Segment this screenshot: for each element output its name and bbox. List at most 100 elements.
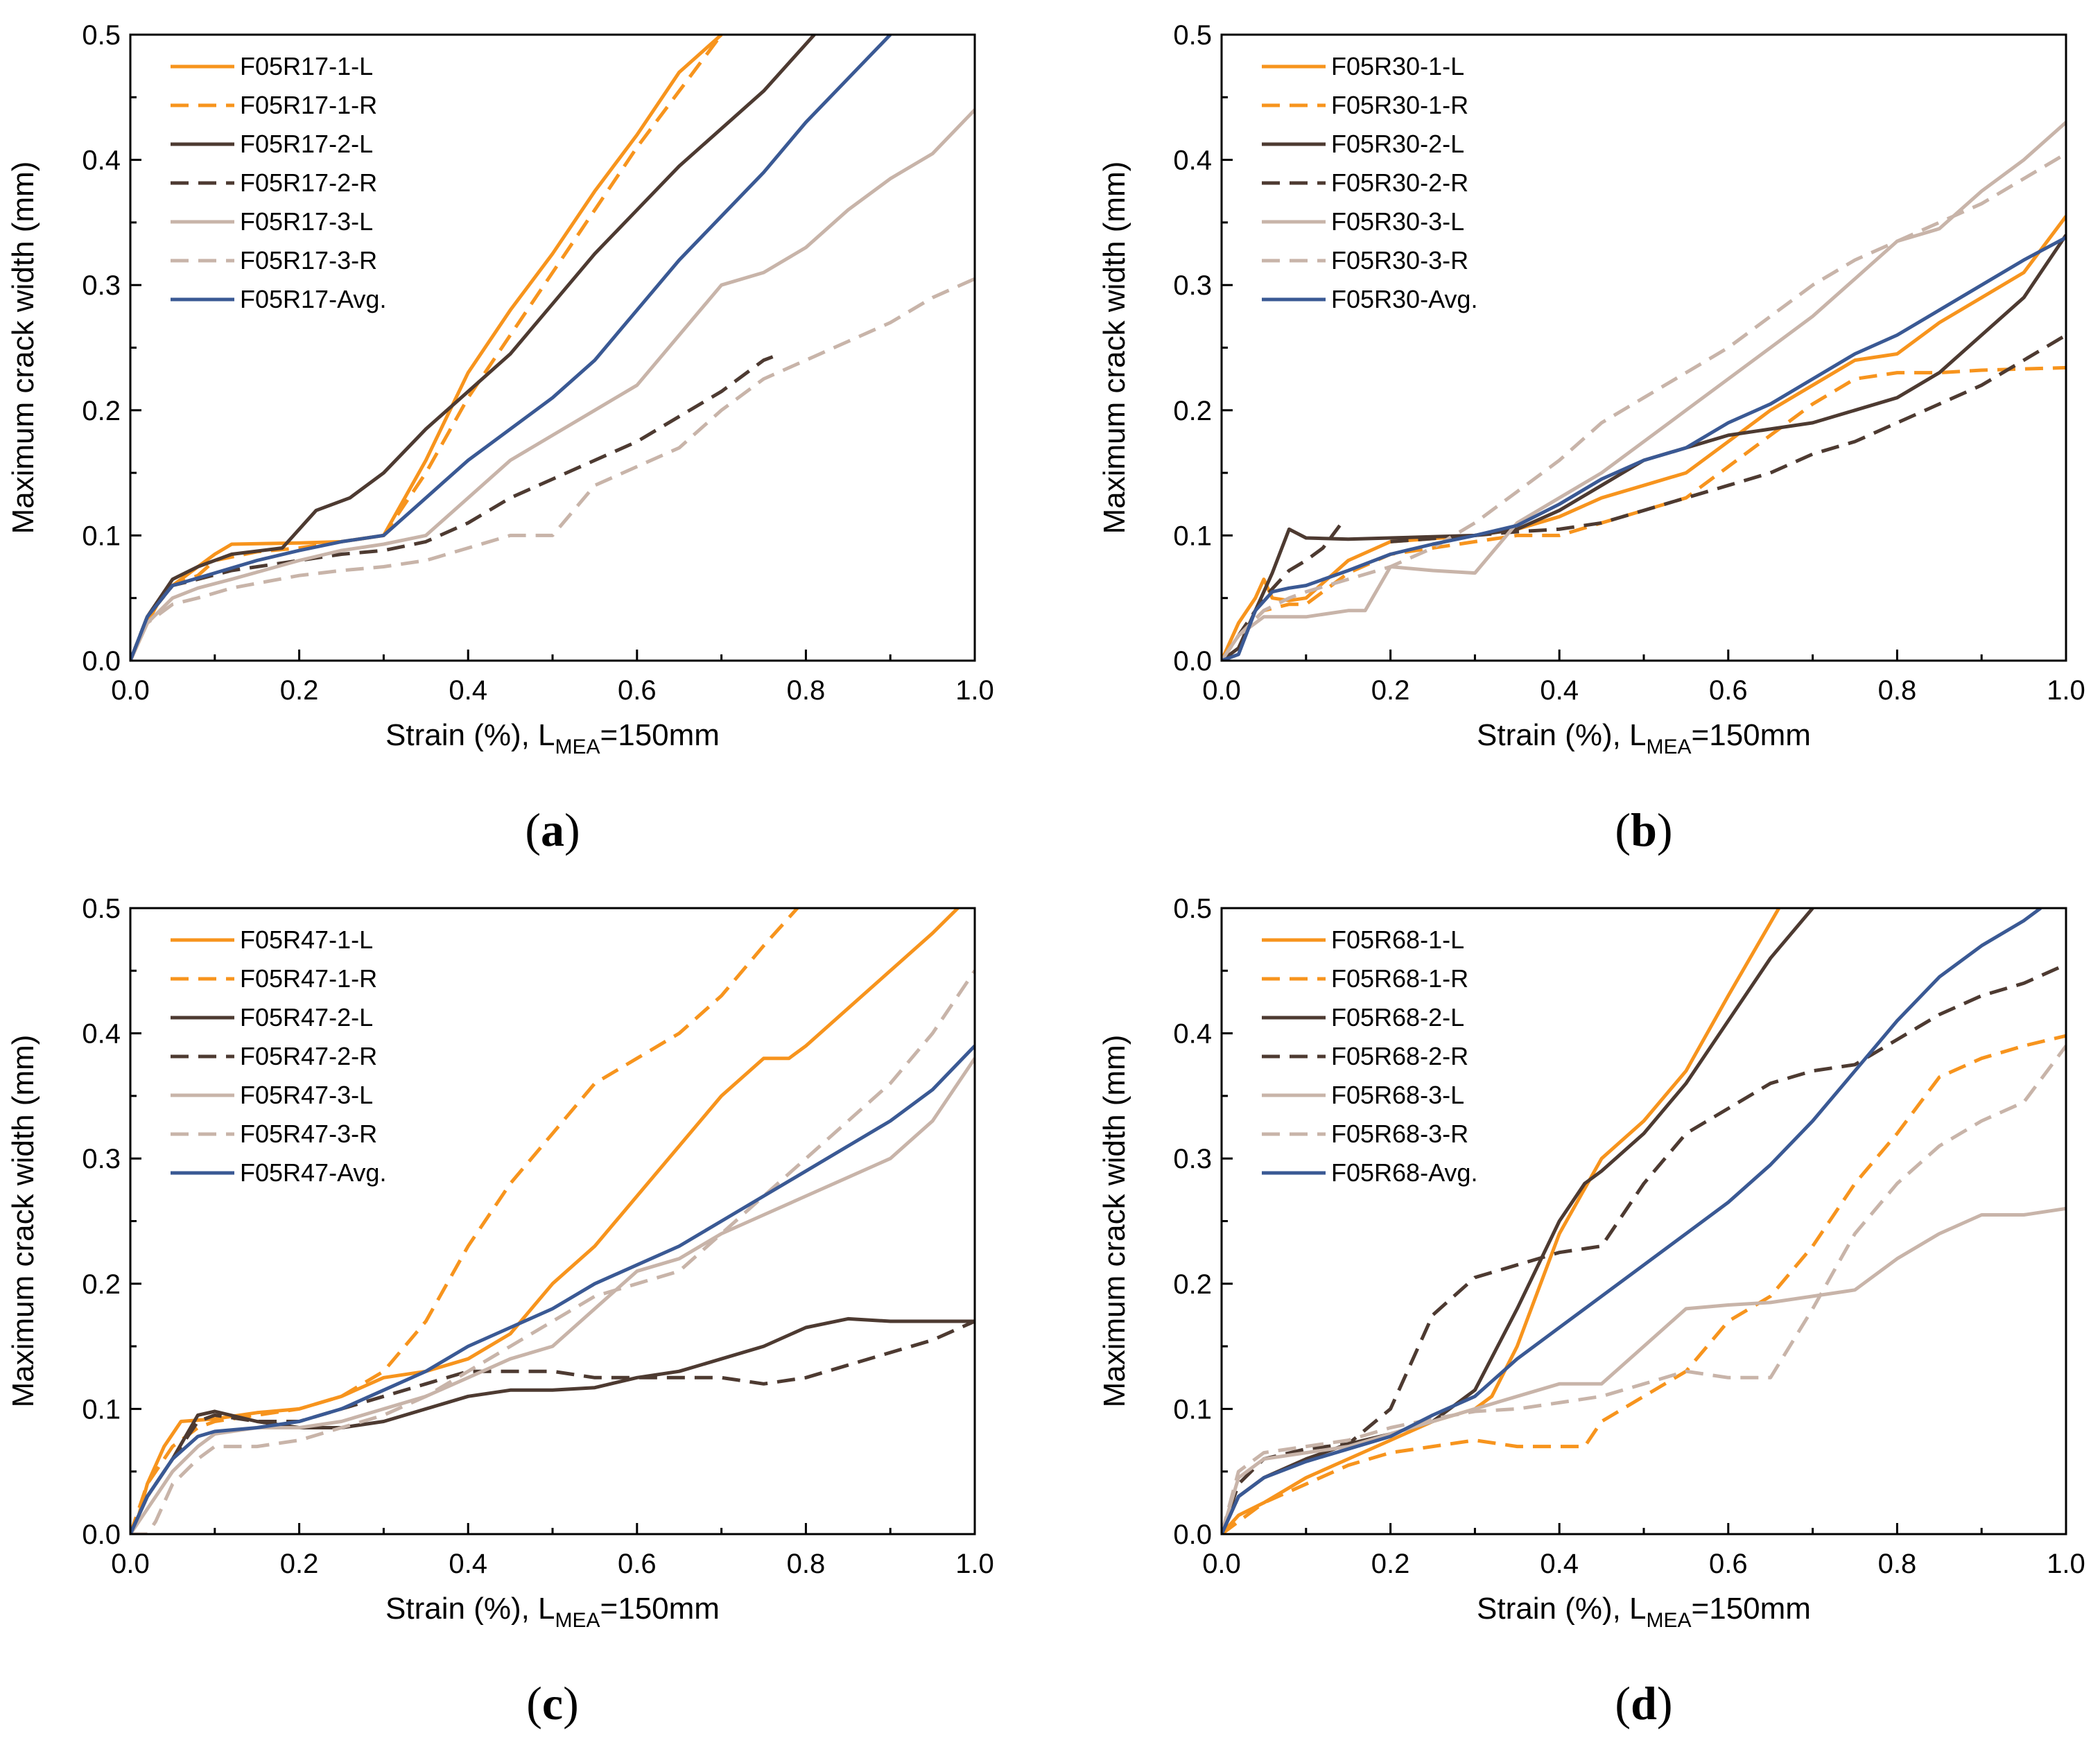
series-group <box>130 908 975 1534</box>
legend-entry: F05R47-Avg. <box>240 1158 386 1187</box>
x-tick-label: 0.4 <box>449 1549 487 1579</box>
x-tick-label: 0.2 <box>1371 1549 1410 1579</box>
y-tick-label: 0.3 <box>1173 270 1212 301</box>
plot-frame <box>1220 33 2067 662</box>
legend-entry: F05R47-2-L <box>240 1003 373 1032</box>
x-axis-label: Strain (%), LMEA=150mm <box>1477 718 1811 758</box>
legend-entry: F05R30-2-L <box>1331 130 1464 158</box>
x-tick-label: 0.8 <box>1878 675 1917 706</box>
series-line-F05R30-Avg. <box>1222 236 2066 661</box>
x-axis-label: Strain (%), LMEA=150mm <box>385 1592 720 1632</box>
series-group <box>130 35 975 661</box>
x-tick-label: 0.4 <box>1540 1549 1579 1579</box>
series-line-F05R17-3-R <box>130 277 975 661</box>
x-axis-label: Strain (%), LMEA=150mm <box>385 718 720 758</box>
panel-caption: (c) <box>526 1677 579 1730</box>
legend: F05R30-1-L F05R30-1-R F05R30-2-L F05R30-2-R… <box>1262 52 1477 313</box>
series-line-F05R47-Avg. <box>130 1044 975 1534</box>
x-tick-label: 0.0 <box>111 675 150 706</box>
legend-entry: F05R30-3-R <box>1331 246 1468 275</box>
y-tick-label: 0.1 <box>1173 521 1212 551</box>
y-tick-label: 0.1 <box>1173 1394 1212 1425</box>
legend-entry: F05R17-Avg. <box>240 285 386 313</box>
x-tick-label: 0.8 <box>1878 1549 1917 1579</box>
legend-entry: F05R68-1-L <box>1331 925 1464 954</box>
series-line-F05R68-2-R <box>1222 963 2066 1534</box>
x-tick-label: 1.0 <box>955 675 994 706</box>
legend-entry: F05R17-3-R <box>240 246 377 275</box>
panel-caption: (b) <box>1615 803 1672 856</box>
legend-entry: F05R30-1-L <box>1331 52 1464 80</box>
x-tick-label: 1.0 <box>2047 675 2085 706</box>
y-tick-label: 0.0 <box>1173 646 1212 677</box>
series-line-F05R17-1-L <box>130 35 723 661</box>
y-tick-label: 0.3 <box>82 1144 121 1174</box>
x-tick-label: 0.0 <box>111 1549 150 1579</box>
legend-entry: F05R30-2-R <box>1331 168 1468 197</box>
y-tick-label: 0.0 <box>82 646 121 677</box>
y-tick-label: 0.4 <box>1173 146 1212 176</box>
series-line-F05R30-3-R <box>1222 152 2066 661</box>
x-tick-label: 0.0 <box>1202 675 1241 706</box>
x-tick-label: 0.6 <box>1709 675 1748 706</box>
y-tick-label: 0.4 <box>82 146 121 176</box>
y-tick-label: 0.3 <box>1173 1144 1212 1174</box>
x-tick-label: 0.6 <box>618 1549 657 1579</box>
x-tick-label: 0.0 <box>1202 1549 1241 1579</box>
series-group <box>1222 908 2066 1534</box>
legend: F05R47-1-L F05R47-1-R F05R47-2-L F05R47-2-R… <box>171 925 386 1187</box>
series-line-F05R17-2-R <box>130 352 781 661</box>
y-tick-label: 0.4 <box>1173 1019 1212 1050</box>
legend-entry: F05R30-Avg. <box>1331 285 1477 313</box>
chart-panel-a: 0.0 0.2 0.4 0.6 0.8 1.0 0.0 0.1 0.2 0.3 0.4 0.5 Stra… <box>6 20 994 856</box>
y-tick-label: 0.5 <box>1173 20 1212 51</box>
y-tick-label: 0.5 <box>1173 894 1212 924</box>
chart-panel-b: 0.0 0.2 0.4 0.6 0.8 1.0 0.0 0.1 0.2 0.3 0.4 0.5 Stra… <box>1097 20 2085 856</box>
series-line-F05R17-1-R <box>130 35 723 661</box>
series-line-F05R47-2-L <box>130 1316 975 1534</box>
x-tick-label: 0.6 <box>618 675 657 706</box>
panel-caption: (a) <box>525 803 580 856</box>
legend-entry: F05R47-1-L <box>240 925 373 954</box>
y-tick-label: 0.0 <box>82 1520 121 1550</box>
legend: F05R68-1-L F05R68-1-R F05R68-2-L F05R68-2-R… <box>1262 925 1477 1187</box>
series-line-F05R47-1-L <box>130 908 960 1534</box>
legend-entry: F05R17-2-R <box>240 168 377 197</box>
y-axis-label: Maximum crack width (mm) <box>6 1035 40 1408</box>
series-line-F05R47-3-R <box>130 969 975 1534</box>
y-axis-label: Maximum crack width (mm) <box>1097 1035 1131 1408</box>
y-tick-label: 0.1 <box>82 521 121 551</box>
plot-frame <box>129 907 976 1535</box>
y-tick-label: 0.2 <box>1173 1269 1212 1300</box>
series-line-F05R17-2-L <box>130 35 816 661</box>
series-line-F05R30-2-L <box>1222 234 2066 661</box>
legend-entry: F05R47-3-L <box>240 1081 373 1109</box>
legend: F05R17-1-L F05R17-1-R F05R17-2-L F05R17-2-R… <box>171 52 386 313</box>
series-line-F05R47-1-R <box>130 908 799 1534</box>
x-tick-label: 0.8 <box>787 1549 826 1579</box>
y-tick-label: 0.3 <box>82 270 121 301</box>
legend-entry: F05R17-3-L <box>240 207 373 236</box>
y-tick-label: 0.2 <box>82 1269 121 1300</box>
legend-entry: F05R47-1-R <box>240 964 377 993</box>
x-tick-label: 0.4 <box>1540 675 1579 706</box>
legend-entry: F05R17-1-L <box>240 52 373 80</box>
x-tick-label: 0.2 <box>1371 675 1410 706</box>
series-line-F05R47-2-R <box>130 1319 975 1534</box>
legend-entry: F05R68-1-R <box>1331 964 1468 993</box>
y-tick-label: 0.2 <box>1173 396 1212 426</box>
legend-entry: F05R68-2-R <box>1331 1042 1468 1070</box>
legend-entry: F05R47-2-R <box>240 1042 377 1070</box>
panel-caption: (d) <box>1615 1677 1672 1730</box>
legend-entry: F05R17-2-L <box>240 130 373 158</box>
series-line-F05R68-3-L <box>1222 1206 2066 1534</box>
y-tick-label: 0.5 <box>82 894 121 924</box>
legend-entry: F05R47-3-R <box>240 1120 377 1148</box>
x-tick-label: 0.8 <box>787 675 826 706</box>
chart-panel-d: 0.0 0.2 0.4 0.6 0.8 1.0 0.0 0.1 0.2 0.3 0.4 0.5 Stra… <box>1097 894 2085 1730</box>
series-line-F05R47-3-L <box>130 1057 975 1534</box>
series-line-F05R68-1-L <box>1222 908 1781 1534</box>
chart-panel-c: 0.0 0.2 0.4 0.6 0.8 1.0 0.0 0.1 0.2 0.3 0.4 0.5 Stra… <box>6 894 994 1730</box>
legend-entry: F05R17-1-R <box>240 91 377 119</box>
